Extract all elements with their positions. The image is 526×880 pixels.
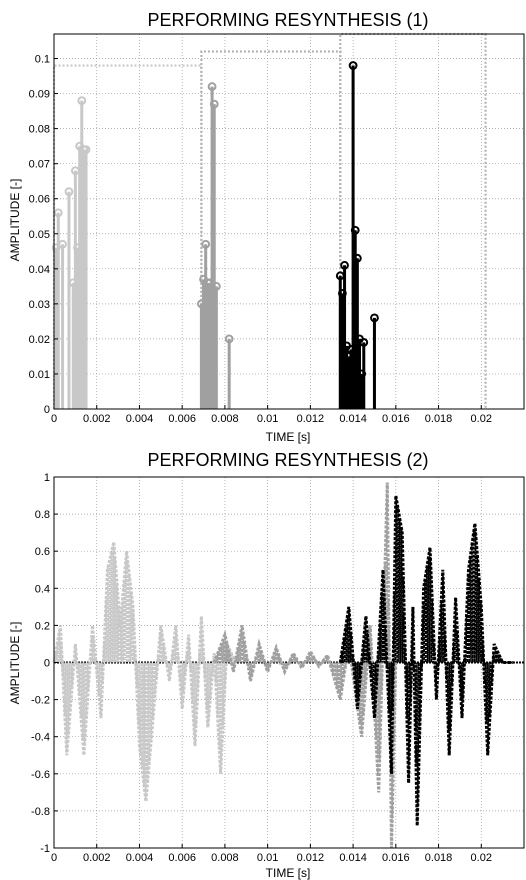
y-tick-label: -0.6 [31, 769, 50, 781]
x-tick-label: 0.014 [339, 413, 367, 425]
chart-1-xlabel: TIME [s] [266, 430, 311, 444]
stem-marker [224, 334, 234, 344]
x-tick-label: 0.018 [425, 852, 453, 864]
x-tick-label: 0.004 [126, 852, 154, 864]
stem-marker [77, 96, 87, 105]
x-tick-label: 0.018 [425, 413, 453, 425]
x-tick-label: 0.006 [168, 852, 196, 864]
stem-marker [81, 145, 91, 155]
y-tick-label: 0.02 [29, 334, 50, 346]
y-tick-label: 0.2 [35, 620, 50, 632]
x-tick-label: 0.016 [382, 852, 410, 864]
y-tick-label: 0.4 [35, 583, 50, 595]
y-tick-label: 0.06 [29, 194, 50, 206]
chart-1-grid [53, 34, 524, 410]
y-tick-label: 0.8 [35, 509, 50, 521]
waveform-series [340, 497, 514, 804]
y-tick-label: 0 [44, 404, 50, 416]
window-outline [200, 50, 342, 409]
x-tick-label: 0.02 [471, 413, 492, 425]
waveform-envelope [212, 482, 398, 849]
stem-marker [340, 260, 349, 270]
chart-1-ticks: 0 0.002 0.004 0.006 0.008 0.01 0.012 0.014 0.016… [29, 54, 492, 425]
stem-marker [64, 187, 74, 197]
stem-marker [370, 313, 379, 323]
x-tick-label: 0.01 [257, 413, 278, 425]
y-tick-label: -0.4 [31, 732, 50, 744]
stem-marker [209, 99, 219, 109]
y-tick-label: 0.09 [29, 89, 50, 101]
x-tick-label: 0.002 [83, 413, 111, 425]
stem-marker [352, 253, 362, 263]
stem-marker [201, 239, 211, 249]
x-tick-label: 0.008 [211, 413, 239, 425]
y-tick-label: 0.6 [35, 546, 50, 558]
chart-1-title: PERFORMING RESYNTHESIS (1) [147, 10, 428, 30]
chart-resynthesis-2: PERFORMING RESYNTHESIS (2) 0 0.002 0.004 0.… [8, 450, 525, 880]
stem-marker [359, 338, 369, 347]
chart-2-marks [52, 482, 524, 849]
x-tick-label: 0.016 [382, 413, 410, 425]
x-tick-label: 0.004 [126, 413, 154, 425]
y-tick-label: -0.2 [31, 695, 50, 707]
chart-1-plot-area [53, 33, 525, 410]
x-tick-label: 0.01 [257, 852, 278, 864]
y-tick-label: 0.01 [29, 369, 50, 381]
stem-marker [348, 61, 358, 70]
x-tick-label: 0.002 [83, 852, 111, 864]
y-tick-label: 0 [44, 658, 50, 670]
y-tick-label: 1 [44, 472, 50, 484]
stem-marker [53, 208, 63, 218]
y-tick-label: -1 [40, 843, 50, 855]
chart-2-ticks: 0 0.002 0.004 0.006 0.008 0.01 0.012 0.014 0.016… [31, 472, 492, 864]
chart-resynthesis-1: PERFORMING RESYNTHESIS (1) 0 0.002 0.004 0.… [8, 10, 525, 444]
x-tick-label: 0.012 [297, 852, 325, 864]
x-tick-label: 0.006 [168, 413, 196, 425]
y-tick-label: 0.08 [29, 124, 50, 136]
chart-2-grid [53, 476, 524, 849]
x-tick-label: 0 [51, 852, 57, 864]
y-tick-label: 0.1 [35, 54, 50, 66]
x-tick-label: 0.02 [471, 852, 492, 864]
x-tick-label: 0.008 [211, 852, 239, 864]
y-tick-label: 0.07 [29, 159, 50, 171]
window-outline [52, 64, 203, 409]
x-tick-label: 0.012 [297, 413, 325, 425]
waveform-series [54, 543, 236, 801]
waveform-envelope [338, 495, 514, 826]
window-outline [339, 32, 487, 409]
chart-2-title: PERFORMING RESYNTHESIS (2) [147, 450, 428, 470]
stem-marker [207, 82, 217, 91]
stem-marker [211, 281, 221, 291]
stem-marker [350, 225, 360, 235]
chart-1-marks [51, 32, 487, 409]
chart-2-xlabel: TIME [s] [266, 866, 311, 880]
chart-2-ylabel: AMPLITUDE [-] [8, 622, 22, 705]
y-tick-label: 0.05 [29, 229, 50, 241]
y-tick-label: 0.04 [29, 264, 50, 276]
stem-marker [58, 239, 67, 249]
x-tick-label: 0 [51, 413, 57, 425]
x-tick-label: 0.014 [339, 852, 367, 864]
y-tick-label: 0.03 [29, 299, 50, 311]
waveform-envelope [52, 541, 237, 802]
chart-1-ylabel: AMPLITUDE [-] [8, 179, 22, 262]
y-tick-label: -0.8 [31, 806, 50, 818]
